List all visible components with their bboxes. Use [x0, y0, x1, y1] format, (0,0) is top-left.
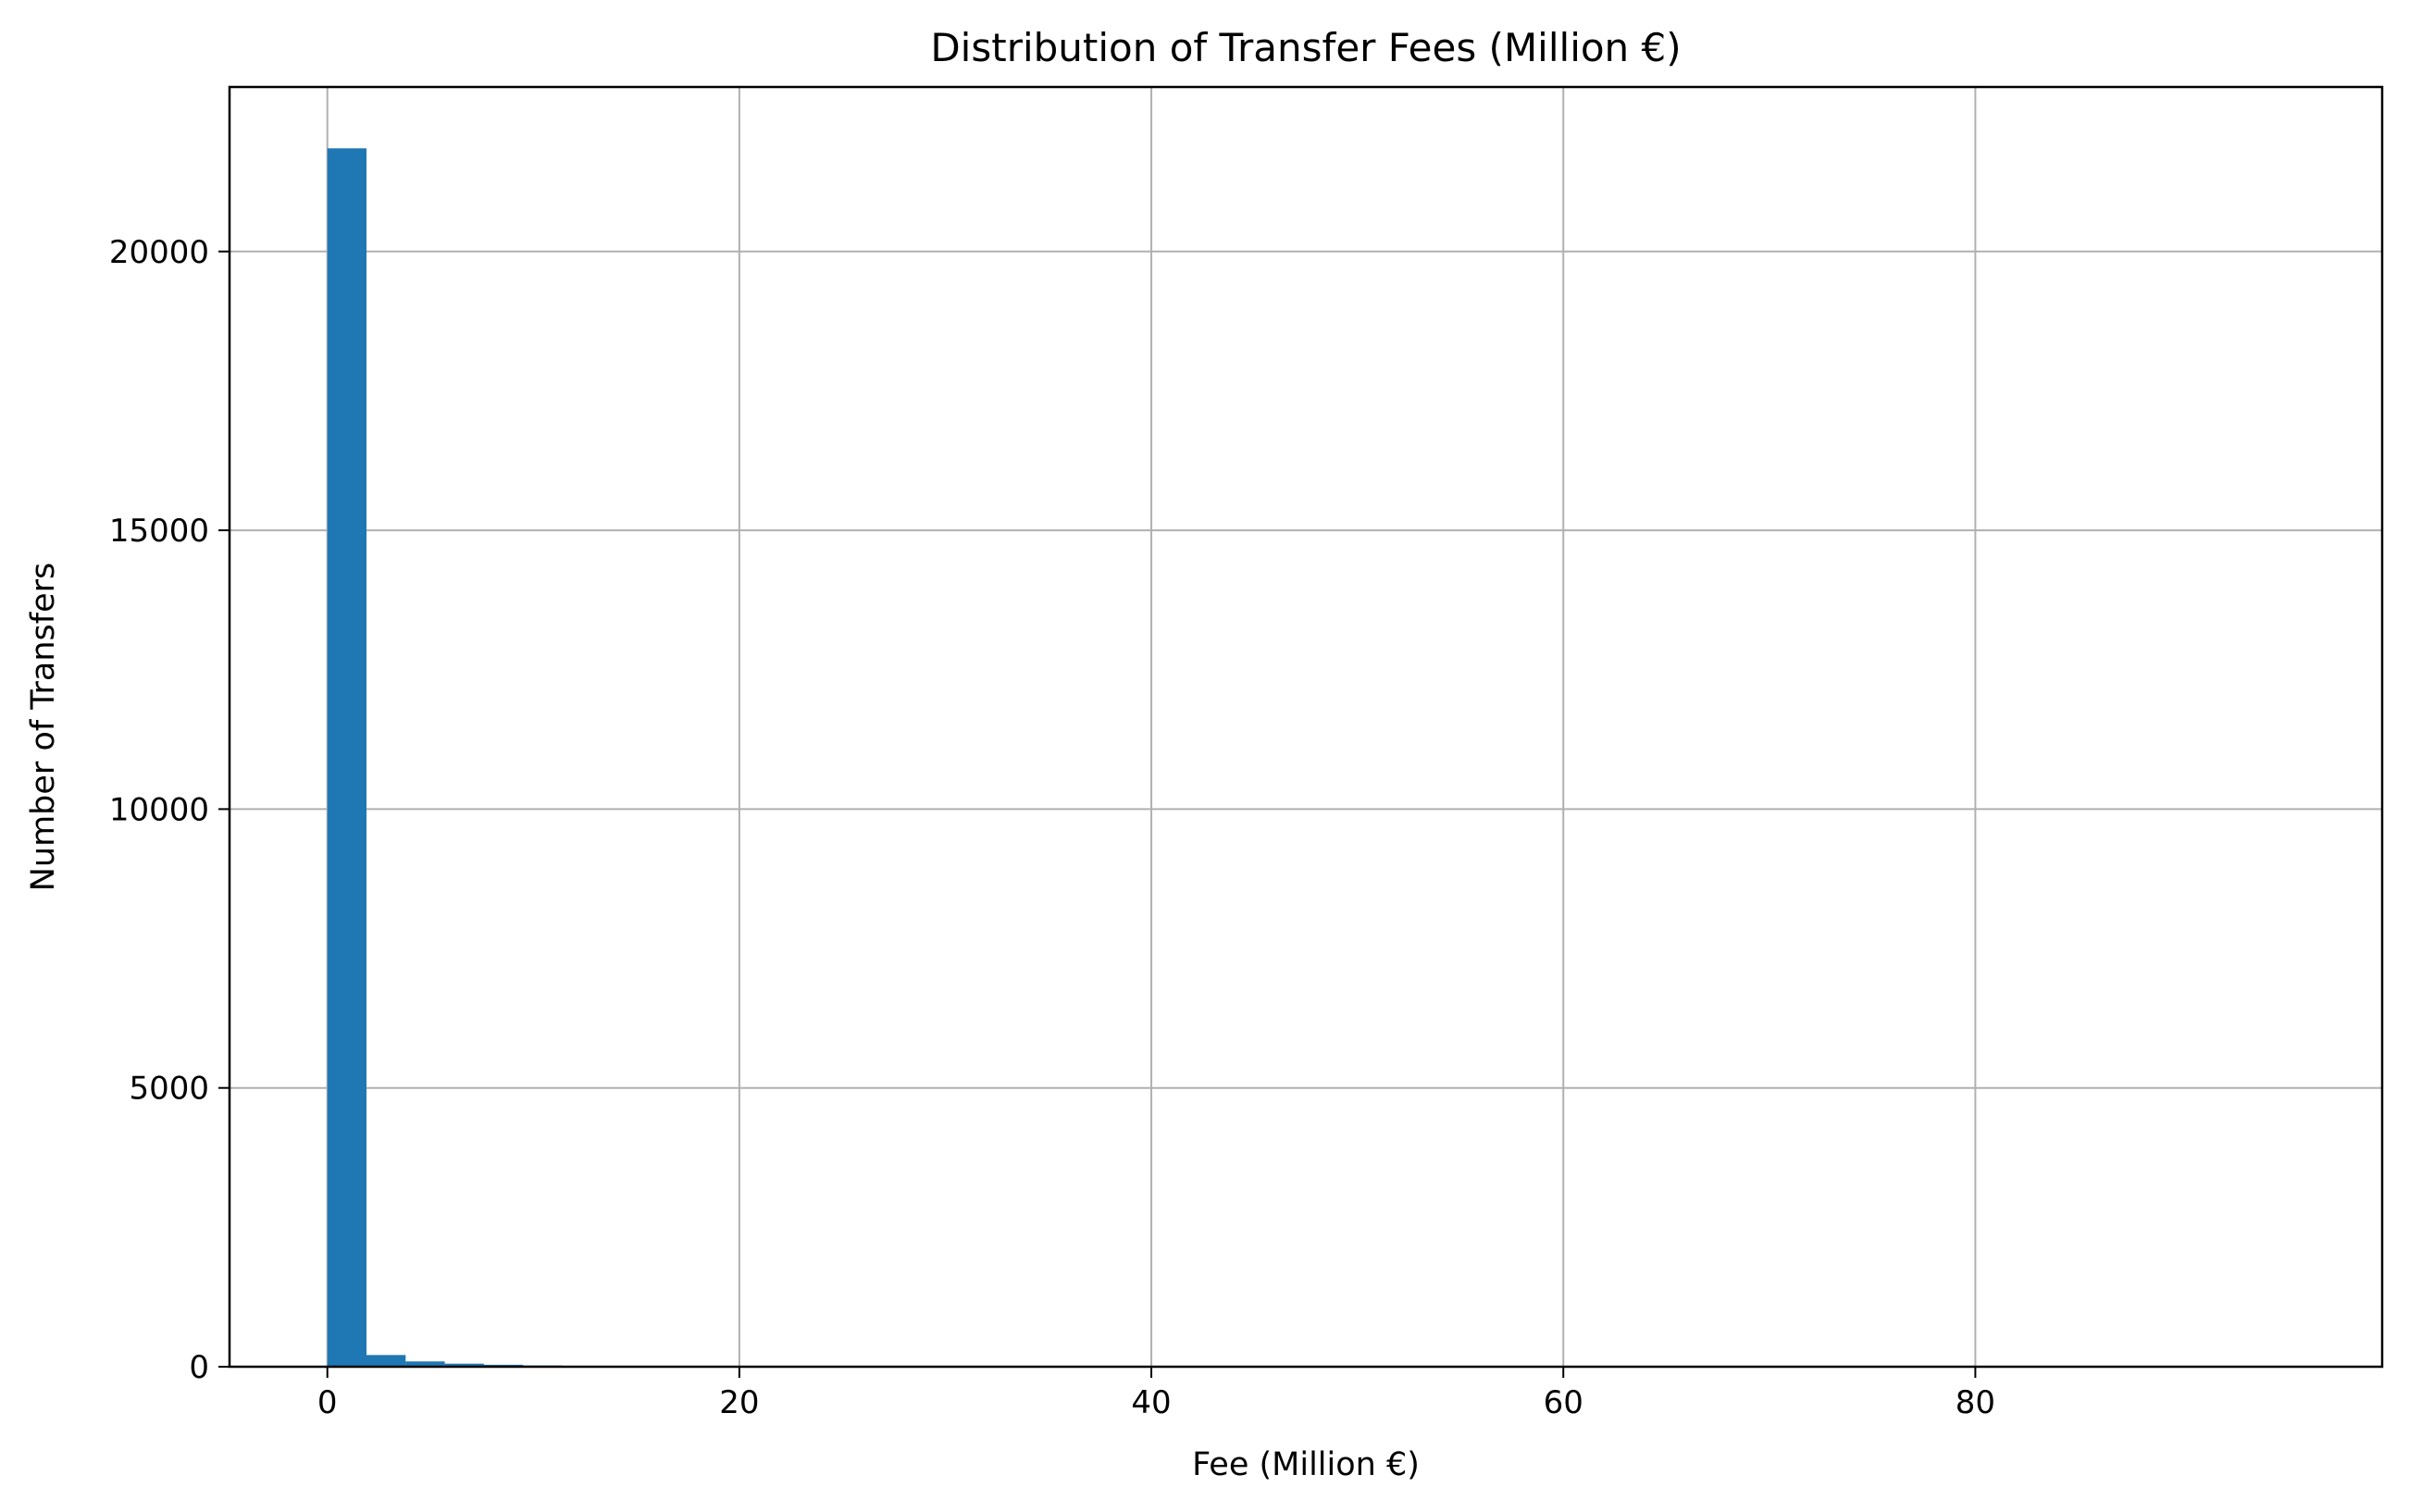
x-tick-label: 80 — [1956, 1384, 1995, 1421]
histogram-bar — [444, 1363, 484, 1367]
plot-frame — [228, 85, 2384, 1369]
x-tick-label: 20 — [719, 1384, 759, 1421]
y-axis-label: Number of Transfers — [25, 563, 62, 892]
x-axis-label: Fee (Million €) — [1192, 1446, 1420, 1483]
x-tick-label: 0 — [317, 1384, 338, 1421]
histogram-bar — [405, 1361, 445, 1367]
x-tick-label: 60 — [1544, 1384, 1583, 1421]
y-tick-label: 15000 — [109, 513, 209, 550]
y-tick-label: 5000 — [129, 1071, 209, 1108]
histogram-bar — [327, 148, 367, 1367]
chart-title: Distribution of Transfer Fees (Million €… — [930, 25, 1681, 70]
y-tick-label: 0 — [189, 1349, 209, 1386]
histogram-bars — [327, 148, 2285, 1367]
axis-ticks: 0 20 40 60 80 0 5000 10000 15000 20000 — [109, 234, 1995, 1421]
histogram-bar — [366, 1355, 406, 1367]
y-tick-label: 10000 — [109, 791, 209, 828]
y-tick-label: 20000 — [109, 234, 209, 271]
x-tick-label: 40 — [1131, 1384, 1171, 1421]
